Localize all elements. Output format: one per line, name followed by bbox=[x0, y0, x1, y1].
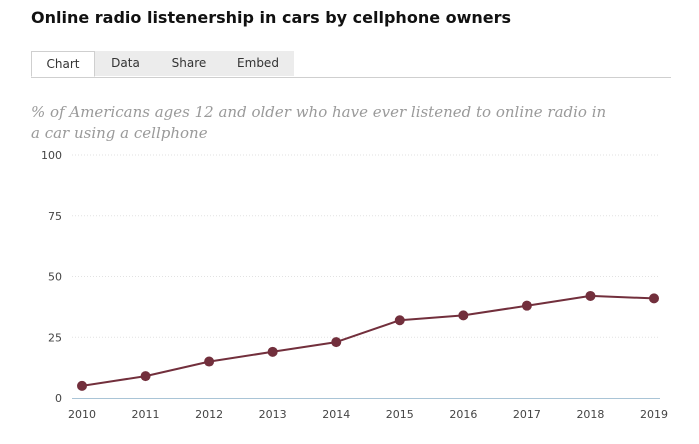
data-point[interactable] bbox=[458, 310, 469, 321]
x-tick-label: 2015 bbox=[386, 408, 414, 421]
tab-bar: Chart Data Share Embed bbox=[31, 51, 671, 78]
y-tick-label: 0 bbox=[55, 392, 62, 405]
data-point[interactable] bbox=[394, 315, 405, 326]
data-point[interactable] bbox=[204, 356, 215, 367]
data-point[interactable] bbox=[77, 380, 87, 391]
tab-share[interactable]: Share bbox=[156, 51, 222, 76]
chart-subtitle: % of Americans ages 12 and older who hav… bbox=[31, 103, 607, 142]
data-point[interactable] bbox=[140, 371, 151, 382]
x-tick-label: 2018 bbox=[576, 408, 604, 421]
data-point[interactable] bbox=[521, 300, 532, 311]
data-point[interactable] bbox=[267, 346, 278, 357]
x-tick-label: 2012 bbox=[195, 408, 223, 421]
y-tick-label: 100 bbox=[41, 149, 62, 162]
x-tick-label: 2019 bbox=[640, 408, 668, 421]
tab-data[interactable]: Data bbox=[95, 51, 156, 76]
page-title: Online radio listenership in cars by cel… bbox=[31, 8, 512, 27]
x-tick-label: 2014 bbox=[322, 408, 350, 421]
x-tick-label: 2016 bbox=[449, 408, 477, 421]
data-point[interactable] bbox=[649, 293, 659, 304]
tab-embed[interactable]: Embed bbox=[222, 51, 294, 76]
y-tick-label: 75 bbox=[48, 210, 62, 223]
tab-chart[interactable]: Chart bbox=[31, 51, 95, 77]
data-point[interactable] bbox=[331, 337, 342, 348]
x-tick-label: 2010 bbox=[68, 408, 96, 421]
x-tick-label: 2011 bbox=[132, 408, 160, 421]
data-point[interactable] bbox=[585, 290, 596, 301]
y-tick-label: 50 bbox=[48, 271, 62, 284]
x-tick-label: 2013 bbox=[259, 408, 287, 421]
y-tick-label: 25 bbox=[48, 331, 62, 344]
series-line bbox=[81, 294, 655, 387]
x-tick-label: 2017 bbox=[513, 408, 541, 421]
